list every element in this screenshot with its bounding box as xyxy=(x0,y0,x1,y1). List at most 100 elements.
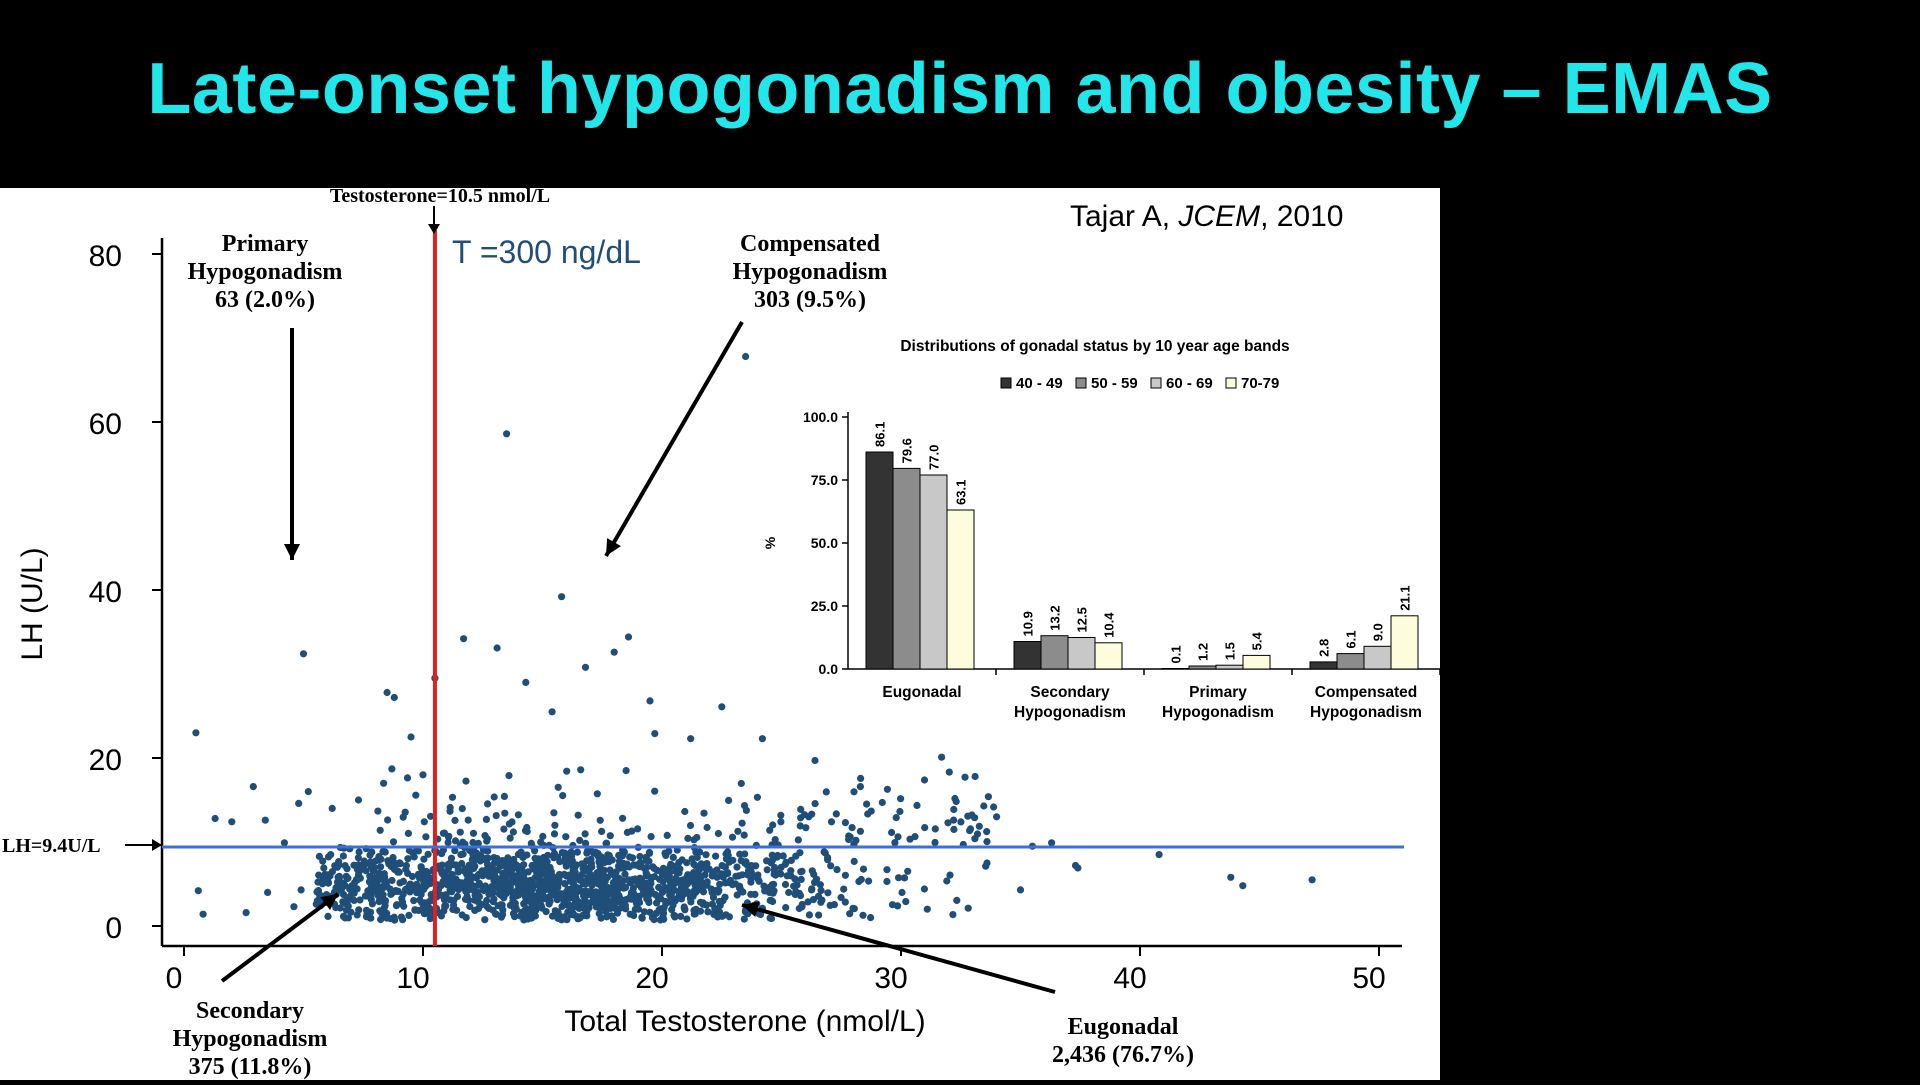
scatter-point xyxy=(895,874,903,882)
scatter-point xyxy=(953,896,961,905)
scatter-point xyxy=(859,865,868,873)
scatter-point xyxy=(645,848,654,857)
scatter-point xyxy=(550,830,559,838)
scatter-point xyxy=(389,838,398,846)
bar-y-tick-label: 0.0 xyxy=(819,661,839,677)
scatter-point xyxy=(946,871,954,879)
scatter-point xyxy=(492,812,500,820)
bar xyxy=(1309,661,1338,670)
slide-title: Late-onset hypogonadism and obesity – EM… xyxy=(147,49,1773,129)
scatter-point xyxy=(403,774,412,782)
scatter-point xyxy=(661,883,669,892)
bar-y-tick-label: 100.0 xyxy=(803,409,838,425)
region-label-line: Secondary xyxy=(196,998,304,1024)
scatter-point xyxy=(378,909,386,917)
scatter-point xyxy=(476,857,484,865)
scatter-point xyxy=(609,915,618,924)
bar-y-tick-label: 75.0 xyxy=(811,472,838,488)
scatter-point xyxy=(551,907,559,915)
bar-value-label: 1.5 xyxy=(1223,642,1238,660)
bar-value-label: 0.1 xyxy=(1169,645,1184,663)
legend-label: 70-79 xyxy=(1241,375,1279,392)
scatter-point xyxy=(787,867,795,875)
scatter-point xyxy=(582,839,590,848)
scatter-point xyxy=(945,768,953,776)
scatter-point xyxy=(353,885,361,893)
scatter-point xyxy=(777,811,785,819)
scatter-point xyxy=(805,911,814,919)
scatter-point xyxy=(659,878,667,886)
bar xyxy=(1336,653,1365,670)
scatter-point xyxy=(483,835,491,843)
scatter-point xyxy=(689,892,697,900)
scatter-point xyxy=(791,875,799,883)
scatter-point xyxy=(420,818,428,826)
scatter-point xyxy=(683,873,691,881)
scatter-point xyxy=(461,865,469,873)
scatter-point xyxy=(920,885,929,893)
region-label-line: Hypogonadism xyxy=(173,1026,328,1052)
scatter-point xyxy=(811,800,819,808)
scatter-point xyxy=(458,805,466,813)
secondary-arrow xyxy=(220,892,340,983)
scatter-point xyxy=(387,862,395,871)
bar-value-label: 5.4 xyxy=(1250,632,1265,651)
scatter-point xyxy=(781,880,790,889)
citation-year: , 2010 xyxy=(1260,200,1344,233)
scatter-point xyxy=(376,826,384,834)
citation-journal: JCEM xyxy=(1178,200,1261,233)
scatter-point xyxy=(923,905,931,913)
scatter-point xyxy=(961,773,969,781)
scatter-point xyxy=(601,858,609,867)
scatter-point xyxy=(798,867,806,875)
scatter-point xyxy=(640,908,649,916)
scatter-point xyxy=(619,883,627,891)
legend-swatch xyxy=(1150,377,1162,389)
scatter-point xyxy=(663,831,671,840)
scatter-point xyxy=(559,792,567,800)
bar xyxy=(1390,615,1419,670)
scatter-point xyxy=(712,852,720,860)
scatter-point xyxy=(931,825,939,833)
scatter-point xyxy=(766,826,774,834)
scatter-point xyxy=(404,855,412,863)
scatter-point xyxy=(913,801,921,810)
scatter-point xyxy=(474,871,482,880)
scatter-point xyxy=(898,888,906,897)
scatter-point xyxy=(503,863,511,872)
scatter-point xyxy=(466,877,474,886)
scatter-point xyxy=(412,791,420,799)
region-label-line: 375 (11.8%) xyxy=(189,1054,312,1080)
scatter-point xyxy=(380,873,389,881)
scatter-point xyxy=(390,693,398,702)
bar-value-label: 1.2 xyxy=(1196,643,1211,661)
scatter-point xyxy=(902,898,910,906)
scatter-point xyxy=(521,892,529,901)
scatter-point xyxy=(768,851,776,859)
scatter-point xyxy=(499,910,507,919)
scatter-point xyxy=(606,832,614,840)
y-tick-label: 80 xyxy=(89,240,122,273)
scatter-point xyxy=(547,868,555,876)
scatter-point xyxy=(561,880,569,888)
scatter-point xyxy=(702,851,710,859)
scatter-point xyxy=(716,880,724,888)
scatter-point xyxy=(1048,839,1056,847)
bar-category-label: Compensated xyxy=(1315,684,1418,701)
scatter-point xyxy=(339,898,347,906)
scatter-point xyxy=(485,890,493,898)
scatter-point xyxy=(443,878,452,886)
scatter-point xyxy=(475,881,484,889)
scatter-point xyxy=(341,862,349,870)
scatter-point xyxy=(610,871,618,880)
scatter-point xyxy=(888,828,896,837)
scatter-point xyxy=(615,857,624,865)
scatter-point xyxy=(695,885,703,893)
scatter-point xyxy=(651,730,659,738)
scatter-point xyxy=(824,889,832,897)
scatter-point xyxy=(500,825,508,833)
bar xyxy=(1215,664,1244,670)
scatter-point xyxy=(398,894,406,903)
scatter-point xyxy=(356,896,364,904)
scatter-point xyxy=(596,816,604,824)
